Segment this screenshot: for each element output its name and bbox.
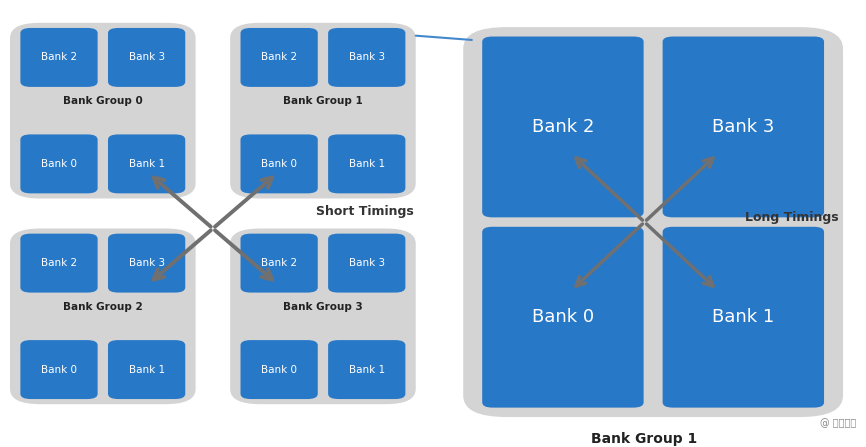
- Text: Bank 3: Bank 3: [128, 258, 165, 268]
- FancyBboxPatch shape: [328, 135, 405, 194]
- Text: @ 启芯硬件: @ 启芯硬件: [820, 418, 856, 428]
- FancyBboxPatch shape: [328, 340, 405, 399]
- Text: Bank Group 1: Bank Group 1: [283, 96, 363, 106]
- FancyBboxPatch shape: [230, 23, 416, 198]
- Text: Long Timings: Long Timings: [745, 211, 838, 224]
- FancyBboxPatch shape: [241, 28, 318, 87]
- FancyBboxPatch shape: [21, 28, 98, 87]
- FancyBboxPatch shape: [662, 227, 824, 408]
- Text: Bank 3: Bank 3: [712, 118, 774, 136]
- Text: Bank 0: Bank 0: [262, 365, 297, 375]
- Text: Bank Group 2: Bank Group 2: [63, 302, 143, 312]
- FancyBboxPatch shape: [662, 37, 824, 217]
- Text: Bank 1: Bank 1: [128, 159, 165, 169]
- Text: Bank 1: Bank 1: [349, 159, 385, 169]
- Text: Bank 2: Bank 2: [261, 258, 297, 268]
- FancyBboxPatch shape: [21, 234, 98, 293]
- FancyBboxPatch shape: [21, 135, 98, 194]
- Text: Bank 1: Bank 1: [128, 365, 165, 375]
- Text: Bank 0: Bank 0: [41, 159, 77, 169]
- Text: Bank 1: Bank 1: [349, 365, 385, 375]
- Text: Bank 0: Bank 0: [262, 159, 297, 169]
- Text: Bank Group 3: Bank Group 3: [283, 302, 363, 312]
- FancyBboxPatch shape: [108, 28, 185, 87]
- FancyBboxPatch shape: [241, 340, 318, 399]
- FancyBboxPatch shape: [482, 227, 643, 408]
- FancyBboxPatch shape: [10, 228, 196, 404]
- FancyBboxPatch shape: [230, 228, 416, 404]
- Text: Bank 0: Bank 0: [41, 365, 77, 375]
- FancyBboxPatch shape: [108, 234, 185, 293]
- Text: Bank 2: Bank 2: [261, 52, 297, 63]
- FancyBboxPatch shape: [328, 234, 405, 293]
- FancyBboxPatch shape: [10, 23, 196, 198]
- FancyBboxPatch shape: [241, 234, 318, 293]
- Text: Bank 3: Bank 3: [349, 258, 385, 268]
- Text: Short Timings: Short Timings: [316, 205, 414, 218]
- Text: Bank 2: Bank 2: [41, 52, 77, 63]
- Text: Bank 2: Bank 2: [532, 118, 594, 136]
- Text: Bank 2: Bank 2: [41, 258, 77, 268]
- Text: Bank 3: Bank 3: [128, 52, 165, 63]
- FancyBboxPatch shape: [21, 340, 98, 399]
- FancyBboxPatch shape: [241, 135, 318, 194]
- Text: Bank 1: Bank 1: [712, 308, 774, 326]
- FancyBboxPatch shape: [108, 135, 185, 194]
- FancyBboxPatch shape: [463, 27, 843, 417]
- Text: Bank Group 0: Bank Group 0: [63, 96, 143, 106]
- Text: Bank 0: Bank 0: [532, 308, 594, 326]
- FancyBboxPatch shape: [482, 37, 643, 217]
- FancyBboxPatch shape: [328, 28, 405, 87]
- Text: Bank Group 1: Bank Group 1: [591, 432, 698, 446]
- Text: Bank 3: Bank 3: [349, 52, 385, 63]
- FancyBboxPatch shape: [108, 340, 185, 399]
